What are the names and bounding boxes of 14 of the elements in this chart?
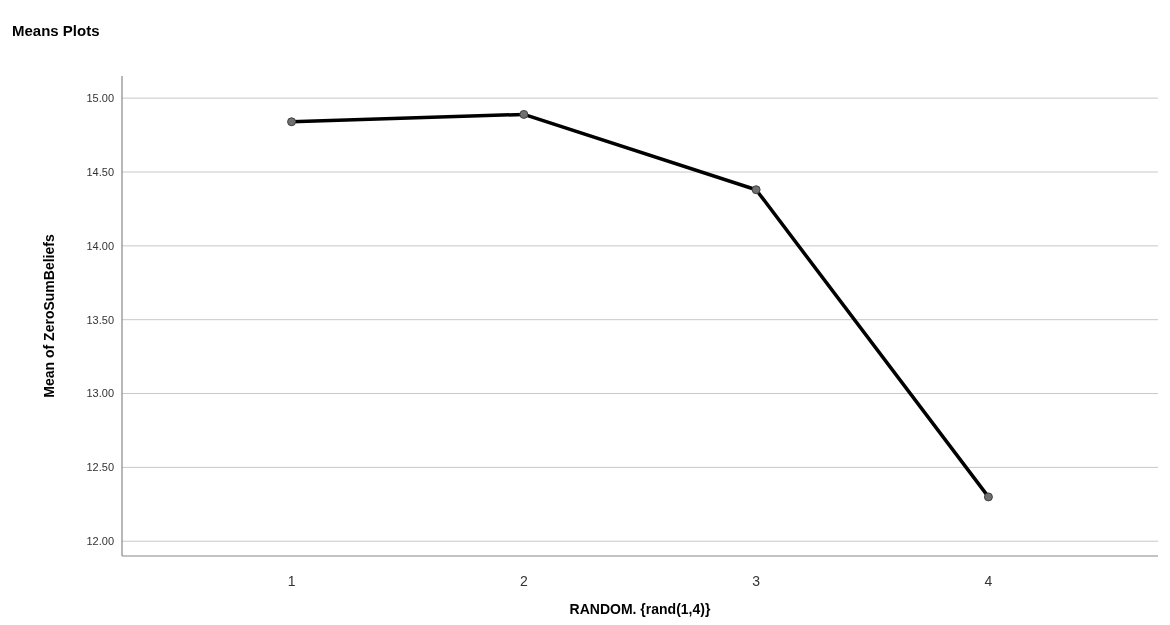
y-tick-label: 14.50 — [86, 165, 114, 178]
y-tick-label: 13.00 — [86, 387, 114, 400]
y-tick-label: 12.00 — [86, 535, 114, 548]
y-tick-label: 13.50 — [86, 313, 114, 326]
y-tick-label: 14.00 — [86, 239, 114, 252]
chart-title: Means Plots — [12, 22, 100, 39]
x-tick-label: 2 — [519, 573, 528, 589]
y-tick-label: 12.50 — [86, 461, 114, 474]
y-axis-title: Mean of ZeroSumBeliefs — [41, 234, 57, 398]
x-tick-label: 3 — [752, 573, 761, 589]
x-tick-label: 1 — [287, 573, 296, 589]
x-tick-label: 4 — [984, 573, 993, 589]
x-axis-title: RANDOM. {rand(1,4)} — [569, 601, 711, 617]
y-tick-label: 15.00 — [86, 92, 114, 104]
